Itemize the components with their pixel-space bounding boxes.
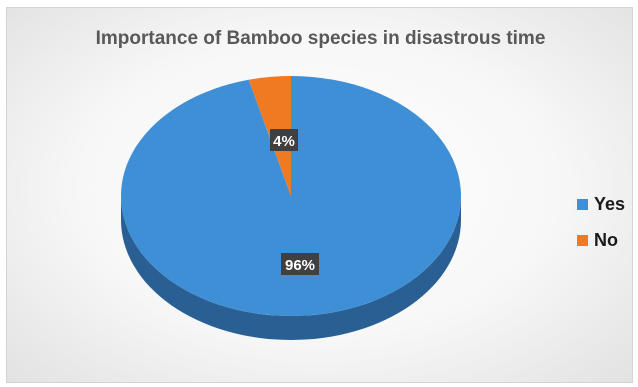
pie-slice-no (248, 76, 291, 196)
chart-area: Importance of Bamboo species in disastro… (6, 7, 633, 383)
pie-slice-yes (120, 76, 461, 316)
legend-item-no: No (577, 228, 625, 252)
data-label-yes: 96% (281, 253, 319, 275)
pie-labels-layer: 96% 4% (270, 129, 319, 275)
pie-side-wall (121, 196, 461, 340)
legend-label-yes: Yes (594, 193, 626, 214)
svg-text:4%: 4% (273, 133, 295, 150)
data-label-no: 4% (270, 129, 298, 151)
legend-label-no: No (594, 229, 618, 250)
pie-slices-layer (120, 76, 461, 316)
svg-text:96%: 96% (285, 257, 315, 274)
pie-chart: 96% 4% (120, 76, 461, 340)
legend-swatch-yes (577, 198, 588, 210)
chart-title: Importance of Bamboo species in disastro… (95, 28, 546, 49)
legend-swatch-no (577, 234, 588, 246)
pie-depth-layer (121, 196, 461, 340)
legend: Yes No (577, 192, 625, 264)
legend-item-yes: Yes (577, 192, 625, 216)
